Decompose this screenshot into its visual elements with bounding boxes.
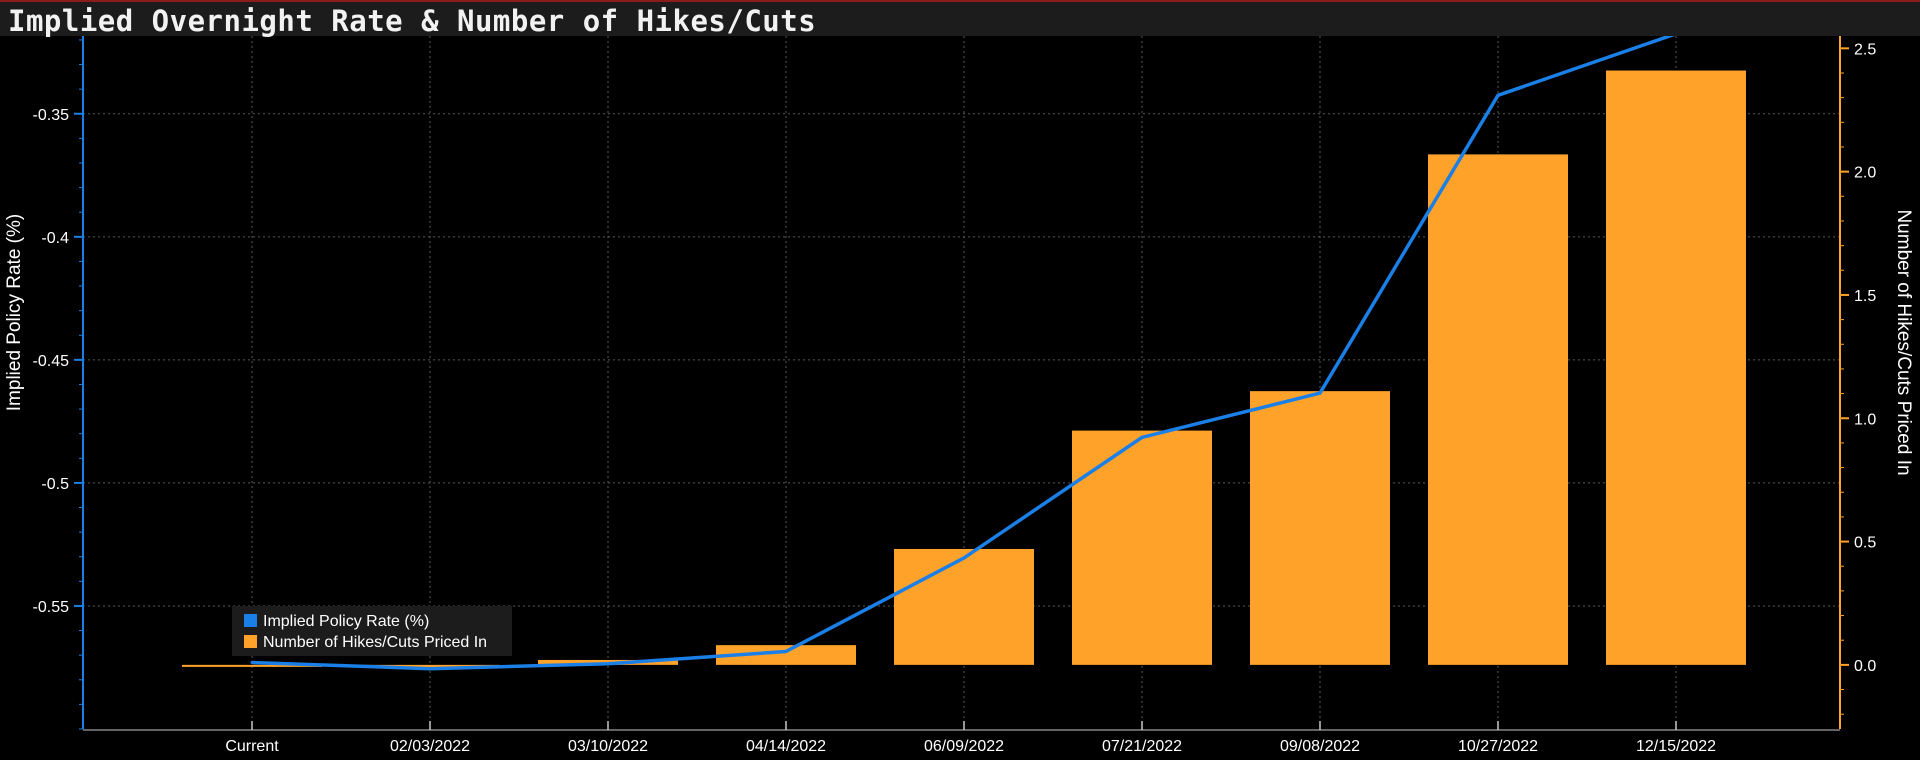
- x-tick-label: 12/15/2022: [1636, 738, 1716, 755]
- left-tick-label: -0.45: [33, 353, 70, 370]
- bar: [716, 645, 856, 665]
- line-point: [1140, 435, 1144, 439]
- x-tick-label: 02/03/2022: [390, 738, 470, 755]
- left-tick-label: -0.35: [33, 107, 70, 124]
- left-tick-label: -0.4: [41, 230, 69, 247]
- legend-swatch: [244, 635, 257, 648]
- x-tick-label: 10/27/2022: [1458, 738, 1538, 755]
- left-tick-label: -0.55: [33, 599, 70, 616]
- line-point: [962, 556, 966, 560]
- x-tick-label: 04/14/2022: [746, 738, 826, 755]
- title-bar: Implied Overnight Rate & Number of Hikes…: [0, 0, 1920, 38]
- x-tick-label: 03/10/2022: [568, 738, 648, 755]
- x-tick-label: 06/09/2022: [924, 738, 1004, 755]
- legend-label: Number of Hikes/Cuts Priced In: [263, 634, 487, 651]
- bar: [1072, 430, 1212, 665]
- right-tick-label: 0.5: [1854, 535, 1876, 552]
- left-tick-label: -0.5: [41, 476, 69, 493]
- chart: -0.35 -0.4 -0.45 -0.5 -0.55 0.0 0.5 1.0 1.5 2.0 2.…: [4, 36, 1914, 755]
- line-point: [1496, 93, 1500, 97]
- right-tick-label: 0.0: [1854, 658, 1876, 675]
- bar: [1428, 154, 1568, 665]
- line-series: [250, 36, 1675, 671]
- legend-swatch: [244, 614, 257, 627]
- right-tick-label: 2.5: [1854, 41, 1876, 58]
- line-point: [1318, 391, 1322, 395]
- line-point: [606, 662, 610, 666]
- line-point: [428, 667, 432, 671]
- bar: [894, 548, 1034, 665]
- right-tick-label: 2.0: [1854, 165, 1876, 182]
- x-tick-label: 09/08/2022: [1280, 738, 1360, 755]
- line-point: [250, 661, 254, 665]
- x-tick-label: 07/21/2022: [1102, 738, 1182, 755]
- bar: [1250, 391, 1390, 665]
- right-axis-title: Number of Hikes/Cuts Priced In: [1893, 209, 1914, 475]
- legend-box: [232, 606, 512, 656]
- chart-title: Implied Overnight Rate & Number of Hikes…: [8, 4, 817, 38]
- left-axis-title: Implied Policy Rate (%): [4, 214, 25, 411]
- line-point: [784, 649, 788, 653]
- bar-series: [182, 70, 1746, 668]
- x-tick-label: Current: [225, 738, 279, 755]
- legend-label: Implied Policy Rate (%): [263, 613, 429, 630]
- bar: [360, 664, 500, 668]
- right-tick-label: 1.5: [1854, 288, 1876, 305]
- axes: -0.35 -0.4 -0.45 -0.5 -0.55 0.0 0.5 1.0 1.5 2.0 2.…: [4, 36, 1914, 755]
- right-tick-label: 1.0: [1854, 411, 1876, 428]
- legend: Implied Policy Rate (%) Number of Hikes/C…: [232, 606, 512, 656]
- bar: [1606, 70, 1746, 665]
- bar: [182, 664, 322, 667]
